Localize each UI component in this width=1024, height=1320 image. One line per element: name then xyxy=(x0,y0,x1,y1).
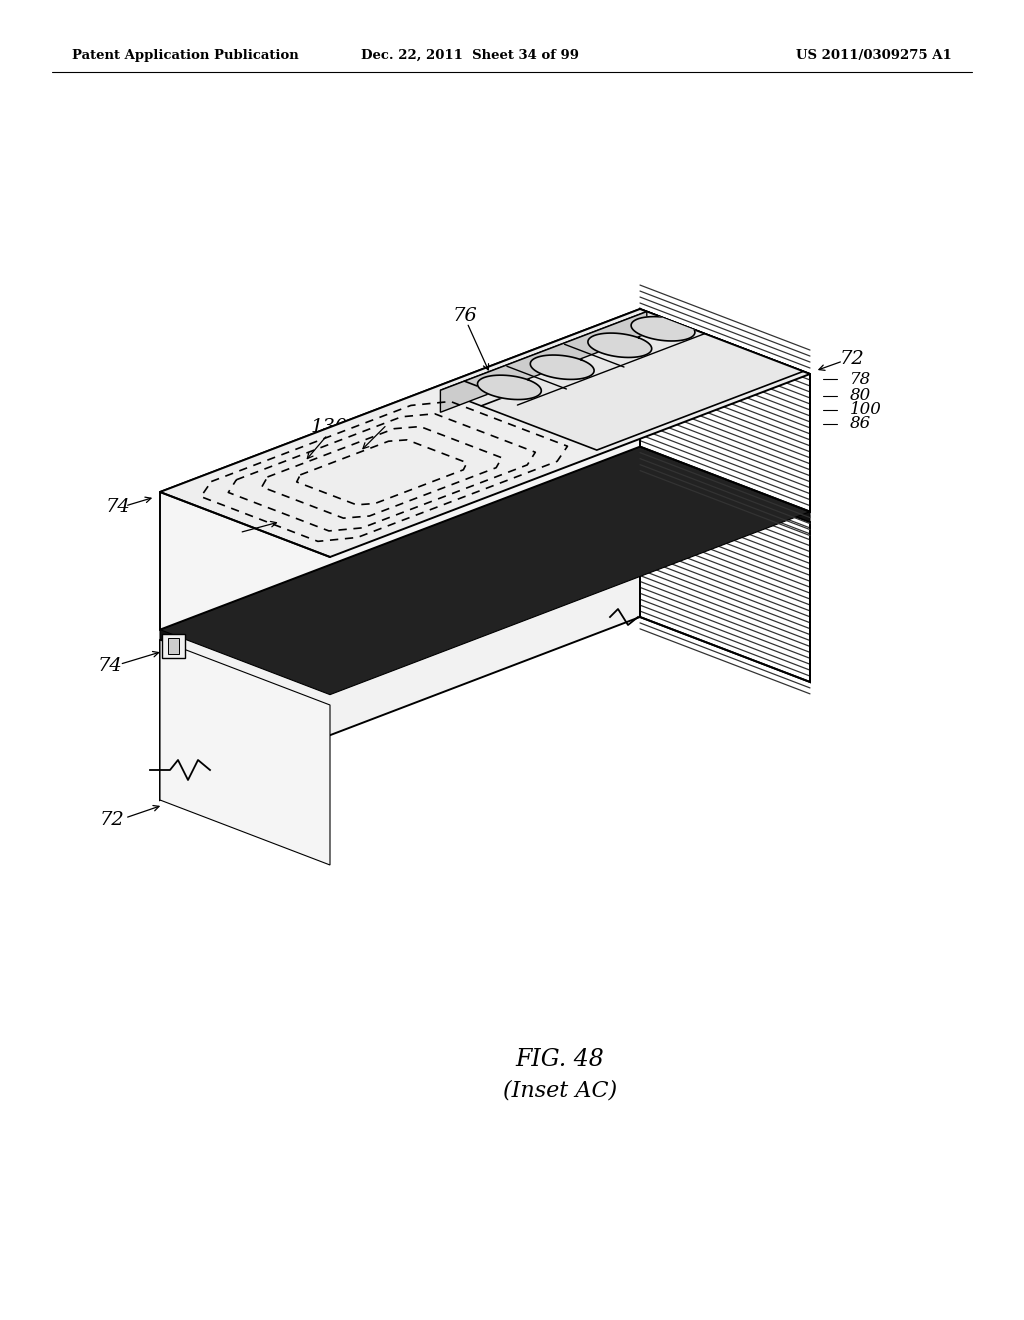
Text: 80: 80 xyxy=(850,388,871,404)
Text: 100: 100 xyxy=(850,401,882,418)
Polygon shape xyxy=(440,312,647,412)
Polygon shape xyxy=(530,355,594,379)
Text: 72: 72 xyxy=(840,350,864,368)
Text: 131: 131 xyxy=(372,409,409,428)
Text: 130: 130 xyxy=(209,524,246,543)
Text: 78: 78 xyxy=(850,371,871,388)
Polygon shape xyxy=(640,457,810,682)
Polygon shape xyxy=(160,640,330,865)
Text: Patent Application Publication: Patent Application Publication xyxy=(72,49,299,62)
Text: US 2011/0309275 A1: US 2011/0309275 A1 xyxy=(797,49,952,62)
Text: 130: 130 xyxy=(311,417,348,436)
Polygon shape xyxy=(160,457,640,800)
Text: 74: 74 xyxy=(105,498,130,516)
Polygon shape xyxy=(168,639,178,655)
Polygon shape xyxy=(162,635,184,659)
Text: Dec. 22, 2011  Sheet 34 of 99: Dec. 22, 2011 Sheet 34 of 99 xyxy=(361,49,579,62)
Polygon shape xyxy=(477,375,542,400)
Text: FIG. 48: FIG. 48 xyxy=(516,1048,604,1072)
Polygon shape xyxy=(440,312,803,450)
Polygon shape xyxy=(160,309,810,557)
Text: 72: 72 xyxy=(99,810,124,829)
Polygon shape xyxy=(160,309,640,630)
Polygon shape xyxy=(640,309,810,512)
Polygon shape xyxy=(588,333,651,358)
Text: 76: 76 xyxy=(453,306,477,325)
Polygon shape xyxy=(440,312,803,450)
Polygon shape xyxy=(631,317,695,341)
Text: 86: 86 xyxy=(850,416,871,433)
Polygon shape xyxy=(160,446,810,694)
Polygon shape xyxy=(640,446,810,521)
Polygon shape xyxy=(160,446,640,640)
Text: (Inset AC): (Inset AC) xyxy=(503,1078,617,1101)
Text: 74: 74 xyxy=(97,657,122,676)
Polygon shape xyxy=(640,457,810,682)
